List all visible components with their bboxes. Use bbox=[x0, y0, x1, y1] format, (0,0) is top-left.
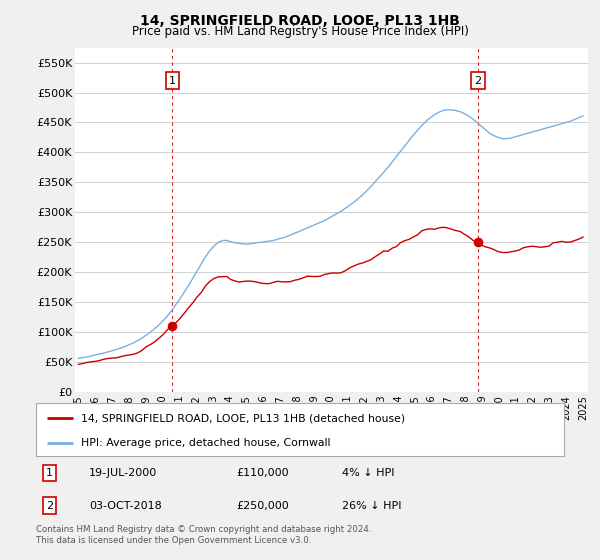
Text: 19-JUL-2000: 19-JUL-2000 bbox=[89, 468, 157, 478]
Text: HPI: Average price, detached house, Cornwall: HPI: Average price, detached house, Corn… bbox=[81, 438, 331, 448]
Text: 26% ↓ HPI: 26% ↓ HPI bbox=[342, 501, 402, 511]
Text: £110,000: £110,000 bbox=[236, 468, 289, 478]
Point bbox=[167, 321, 177, 330]
Text: 14, SPRINGFIELD ROAD, LOOE, PL13 1HB (detached house): 14, SPRINGFIELD ROAD, LOOE, PL13 1HB (de… bbox=[81, 413, 405, 423]
Text: 14, SPRINGFIELD ROAD, LOOE, PL13 1HB: 14, SPRINGFIELD ROAD, LOOE, PL13 1HB bbox=[140, 14, 460, 28]
Text: 4% ↓ HPI: 4% ↓ HPI bbox=[342, 468, 395, 478]
Text: 2: 2 bbox=[474, 76, 481, 86]
Text: £250,000: £250,000 bbox=[236, 501, 289, 511]
Point bbox=[473, 238, 482, 247]
Text: 1: 1 bbox=[46, 468, 53, 478]
Text: Price paid vs. HM Land Registry's House Price Index (HPI): Price paid vs. HM Land Registry's House … bbox=[131, 25, 469, 38]
Text: 1: 1 bbox=[169, 76, 176, 86]
Text: 2: 2 bbox=[46, 501, 53, 511]
Text: 03-OCT-2018: 03-OCT-2018 bbox=[89, 501, 161, 511]
Text: Contains HM Land Registry data © Crown copyright and database right 2024.
This d: Contains HM Land Registry data © Crown c… bbox=[36, 525, 371, 545]
